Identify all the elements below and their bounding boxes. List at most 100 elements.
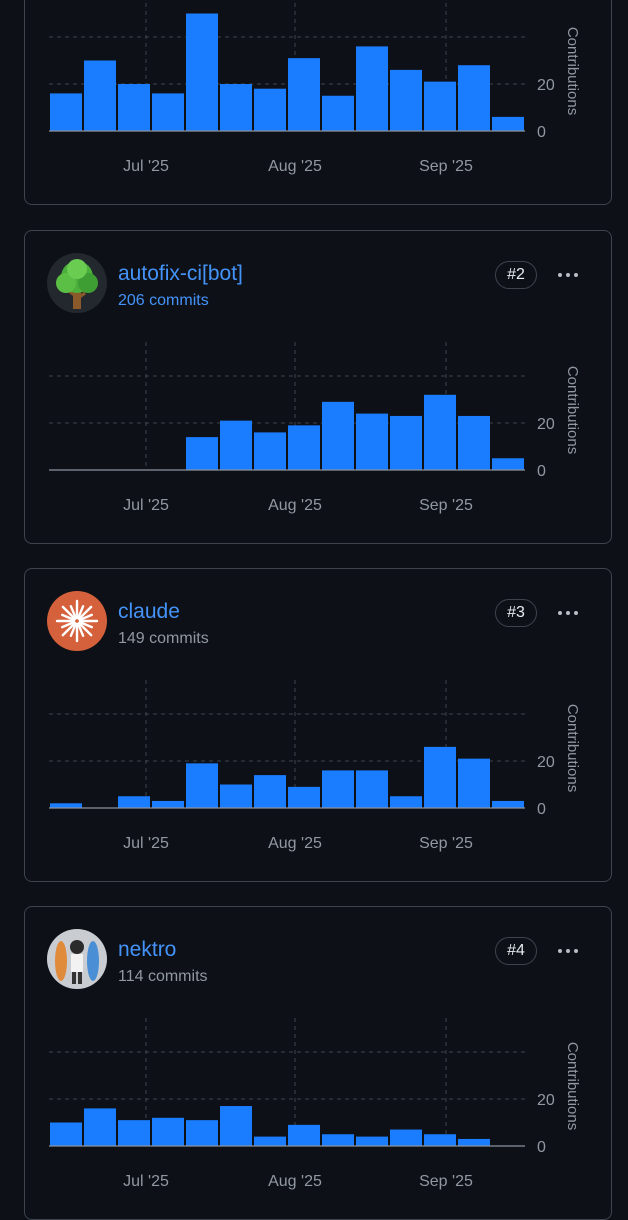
contribution-bar [458, 415, 490, 470]
contribution-bar [390, 69, 422, 131]
contribution-bar [390, 1129, 422, 1146]
x-tick-label: Sep '25 [419, 158, 473, 175]
sunburst-ray [61, 613, 76, 622]
x-tick-label: Sep '25 [419, 835, 473, 852]
x-tick-label: Aug '25 [268, 1173, 322, 1190]
sunburst-ray [77, 605, 93, 621]
contribution-bar [390, 796, 422, 808]
commit-count: 114 commits [118, 968, 208, 985]
x-tick-label: Aug '25 [268, 158, 322, 175]
contributor-card: 0 20 Jul '25 Aug '25 Sep '25 Contributions [24, 0, 612, 205]
contribution-bar [152, 93, 184, 131]
y-axis-label: Contributions [564, 704, 581, 792]
more-options-button[interactable] [553, 599, 583, 627]
contribution-bar [356, 770, 388, 808]
contribution-bar [288, 786, 320, 808]
contribution-bar [254, 775, 286, 808]
contribution-bar [254, 1136, 286, 1146]
x-tick-label: Sep '25 [419, 1173, 473, 1190]
contribution-bar [424, 1134, 456, 1146]
contributions-chart: 0 20 Jul '25 Aug '25 Sep '25 Contributions [49, 342, 581, 514]
y-axis-label: Contributions [564, 1042, 581, 1130]
sunburst-ray [78, 620, 93, 629]
contribution-bar [152, 1117, 184, 1146]
contribution-bar [356, 1136, 388, 1146]
x-tick-label: Sep '25 [419, 497, 473, 514]
y-tick-label: 0 [537, 801, 546, 818]
contributor-name[interactable]: autofix-ci[bot] [118, 262, 243, 285]
contribution-bar [322, 95, 354, 131]
contribution-bar [118, 84, 150, 131]
x-tick-label: Aug '25 [268, 497, 322, 514]
more-options-button[interactable] [553, 261, 583, 289]
contribution-bar [84, 1108, 116, 1146]
y-tick-label: 20 [537, 77, 555, 94]
y-tick-label: 20 [537, 1092, 555, 1109]
x-tick-label: Jul '25 [123, 1173, 169, 1190]
contribution-bar [152, 800, 184, 808]
sunburst-ray [61, 605, 77, 621]
sunburst-ray [61, 621, 77, 637]
contribution-bar [84, 60, 116, 131]
x-tick-label: Jul '25 [123, 835, 169, 852]
avatar[interactable] [47, 591, 107, 651]
sunburst-ray [69, 622, 78, 637]
contribution-bar [322, 770, 354, 808]
contribution-bar [220, 420, 252, 470]
contributor-card: claude 149 commits #3 0 20 Jul '25 Aug '25 S… [24, 568, 612, 882]
sunburst-ray [77, 621, 93, 637]
contribution-bar [492, 800, 524, 808]
commit-count[interactable]: 206 commits [118, 292, 209, 309]
contribution-bar [458, 1138, 490, 1146]
y-axis-label: Contributions [564, 366, 581, 454]
contribution-bar [424, 81, 456, 131]
contribution-bar [186, 13, 218, 131]
contribution-bar [118, 1120, 150, 1146]
tree-icon [56, 259, 98, 309]
contribution-bar [186, 763, 218, 808]
contributions-chart: 0 20 Jul '25 Aug '25 Sep '25 Contributions [49, 680, 581, 852]
rank-badge: #2 [495, 261, 537, 289]
contribution-bar [288, 1124, 320, 1146]
sunburst-icon [55, 599, 99, 643]
contributor-name[interactable]: nektro [118, 938, 177, 961]
contribution-bar [50, 803, 82, 808]
y-tick-label: 0 [537, 463, 546, 480]
y-tick-label: 0 [537, 1139, 546, 1156]
contributor-card: autofix-ci[bot] 206 commits #2 0 20 Jul '2… [24, 230, 612, 544]
contribution-bar [220, 784, 252, 808]
contribution-bar [186, 1120, 218, 1146]
avatar[interactable] [47, 929, 107, 989]
contribution-bar [424, 394, 456, 470]
contribution-bar [50, 93, 82, 131]
contribution-bar [220, 84, 252, 131]
y-axis-label: Contributions [564, 27, 581, 115]
x-tick-label: Jul '25 [123, 497, 169, 514]
y-tick-label: 20 [537, 416, 555, 433]
sunburst-ray [76, 622, 85, 637]
contribution-bar [390, 415, 422, 470]
avatar[interactable] [47, 253, 107, 313]
contribution-bar [322, 401, 354, 470]
contribution-bar [492, 458, 524, 470]
contribution-bar [254, 88, 286, 131]
contribution-bar [118, 796, 150, 808]
sunburst-ray [61, 620, 76, 629]
more-options-button[interactable] [553, 937, 583, 965]
y-tick-label: 0 [537, 124, 546, 141]
contributor-name[interactable]: claude [118, 600, 180, 623]
contribution-bar [50, 1122, 82, 1146]
contributions-chart: 0 20 Jul '25 Aug '25 Sep '25 Contributions [49, 1018, 581, 1190]
y-tick-label: 20 [537, 754, 555, 771]
sunburst-ray [69, 605, 78, 620]
contributor-card: nektro 114 commits #4 0 20 Jul '25 Aug '25 S… [24, 906, 612, 1220]
x-tick-label: Jul '25 [123, 158, 169, 175]
contributions-chart: 0 20 Jul '25 Aug '25 Sep '25 Contributions [49, 3, 581, 175]
contribution-bar [220, 1106, 252, 1146]
contribution-bar [424, 746, 456, 808]
rank-badge: #3 [495, 599, 537, 627]
contribution-bar [288, 425, 320, 470]
contribution-bar [254, 432, 286, 470]
contribution-bar [356, 46, 388, 131]
contribution-bar [492, 116, 524, 131]
